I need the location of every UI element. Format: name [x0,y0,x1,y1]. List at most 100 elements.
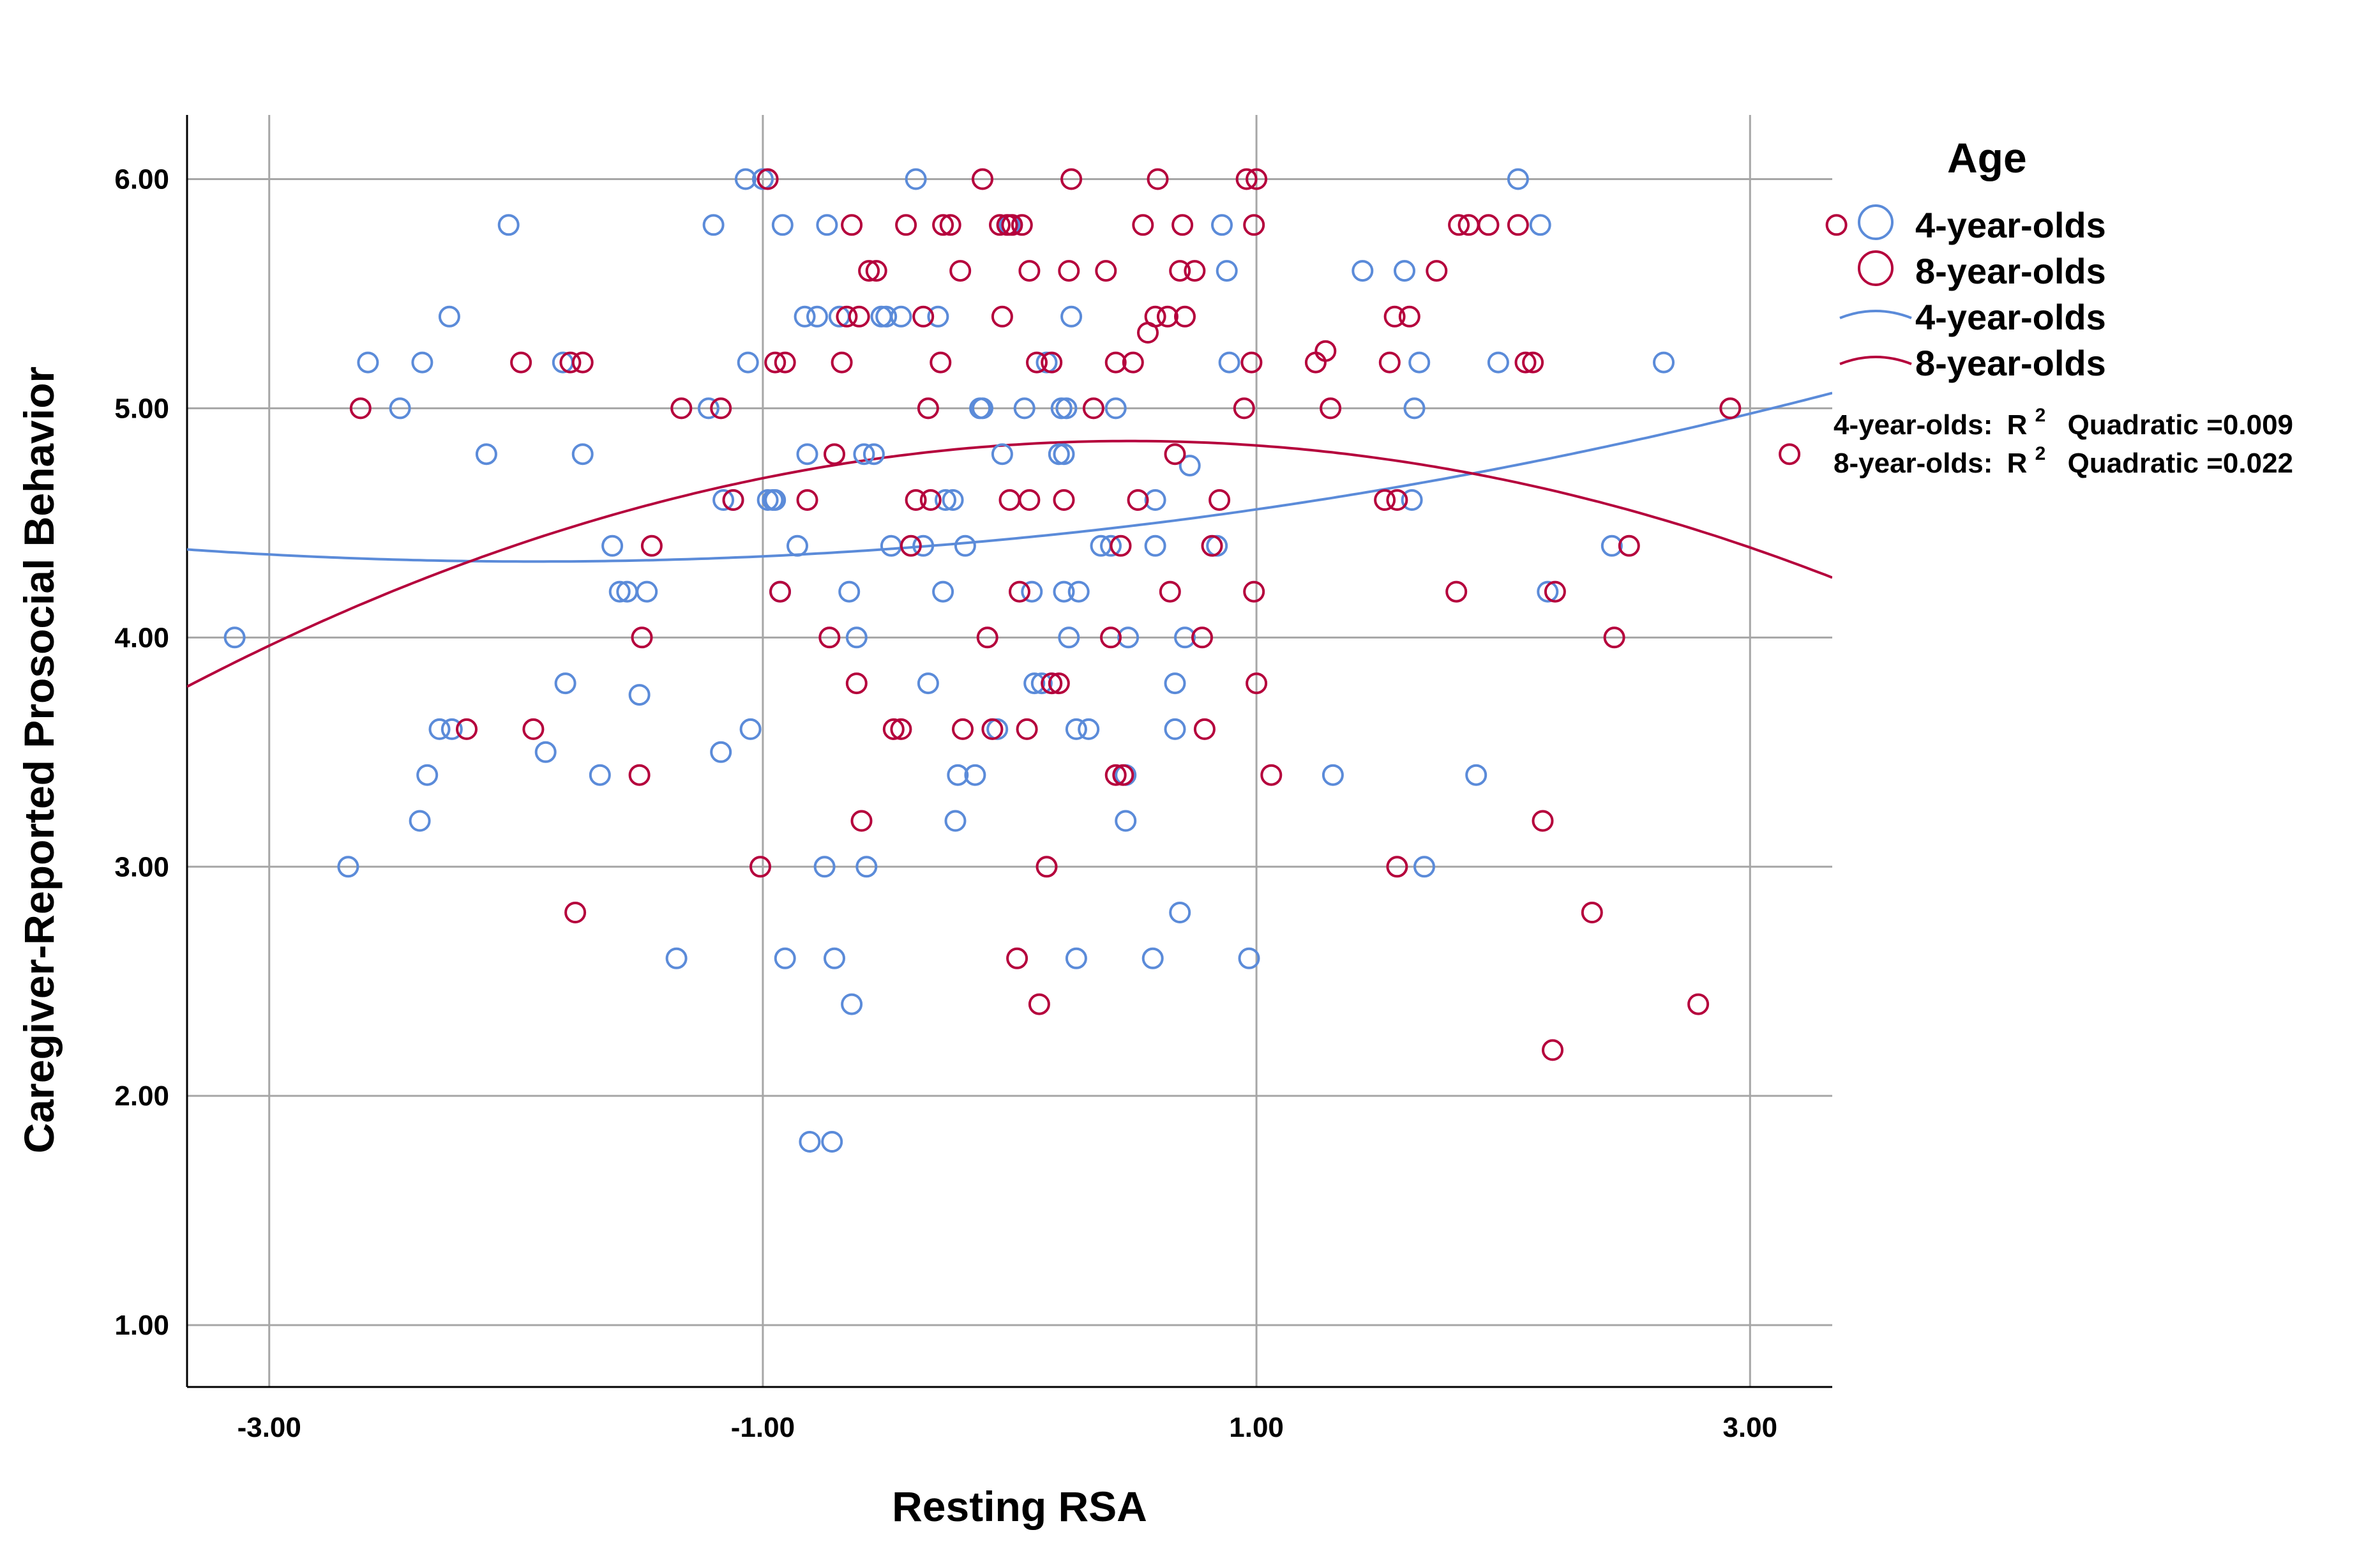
data-point [1209,489,1231,511]
x-tick-label: 1.00 [1229,1412,1284,1443]
data-point [845,626,868,649]
data-point [930,351,952,374]
data-point [1065,947,1087,969]
data-point [964,764,986,786]
data-point [712,489,735,511]
data-point [1030,672,1053,695]
data-point [1174,305,1196,328]
data-point [559,351,582,374]
data-point [710,397,732,420]
data-point [900,534,922,557]
data-point [952,718,974,740]
data-point [1058,260,1080,282]
x-tick-label: -3.00 [237,1412,301,1443]
data-point [475,443,497,466]
data-point [1243,580,1265,603]
data-point [1104,351,1127,374]
data-point [991,305,1013,328]
annotation-8yo-r: R [2007,448,2028,479]
data-point [848,305,870,328]
data-point [1238,947,1260,969]
y-axis-label: Caregiver-Reported Prosocial Behavior [15,367,63,1153]
data-point [806,305,828,328]
data-point [1164,718,1186,740]
data-point [853,443,875,466]
fit-annotations: 4-year-olds: R 2 Quadratic =0.009 8-year… [1834,397,2293,479]
data-point [1104,764,1127,786]
legend-label-8yo-line: 8-year-olds [1915,343,2106,383]
data-point [927,305,949,328]
data-point [818,626,841,649]
data-point [947,764,969,786]
axes [186,115,1832,1388]
data-point [1147,168,1169,190]
annotation-8yo-sup: 2 [2035,443,2046,464]
gridlines [187,115,1832,1387]
legend: Age 4-year-olds 8-year-olds 4-year-olds … [1839,134,2106,383]
legend-marker-8yo-icon [1858,250,1894,286]
data-point [1246,168,1268,190]
data-point [456,718,478,740]
data-point [774,947,796,969]
data-point [1529,214,1551,236]
data-point [1477,214,1500,236]
data-point [816,214,838,236]
data-point [1060,305,1083,328]
data-point [1144,305,1166,328]
data-point [1169,902,1191,923]
annotation-4yo-group: 4-year-olds: [1834,409,1992,441]
data-point [409,810,431,832]
data-point [554,672,576,695]
data-point [944,810,967,832]
data-point [739,718,762,740]
data-point [917,672,939,695]
data-point [1507,168,1529,190]
annotation-4yo-sup: 2 [2035,405,2046,426]
legend-line-4yo-icon [1839,310,1912,319]
data-point [697,397,719,420]
data-point [1159,580,1181,603]
y-tick-label: 5.00 [114,393,169,424]
data-point [1053,489,1075,511]
data-point [895,214,917,236]
data-point [1687,993,1710,1015]
data-point [710,741,732,763]
data-point [1448,214,1470,236]
legend-title: Age [1947,134,2027,181]
data-point [912,305,935,328]
data-point [1021,580,1043,603]
data-point [1235,168,1258,190]
data-point [1825,214,1848,236]
data-point [1169,260,1191,282]
data-point [571,351,594,374]
data-point [799,1131,821,1153]
legend-label-8yo-marker: 8-year-olds [1915,251,2106,291]
data-point [1218,351,1240,374]
x-tick-label: 3.00 [1722,1412,1777,1443]
data-point [1132,214,1154,236]
x-tick-label: -1.00 [731,1412,795,1443]
data-point [628,764,651,786]
data-point [223,626,246,649]
data-point [1374,489,1396,511]
data-point [1233,397,1255,420]
data-point [1653,351,1675,374]
data-point [1053,443,1075,466]
data-point [890,718,912,740]
data-point [858,260,880,282]
annotation-4yo: 4-year-olds: R 2 Quadratic =0.009 [1834,397,2293,441]
data-point [875,305,898,328]
data-point [1100,626,1122,649]
data-point [1100,534,1122,557]
fit-curve [187,391,1832,563]
data-point [972,168,993,190]
data-point [1026,351,1048,374]
data-point [1127,489,1149,511]
data-point [1141,947,1164,969]
data-point [749,856,771,878]
data-point [1322,764,1344,786]
data-point [1394,260,1415,282]
data-point [438,305,460,328]
